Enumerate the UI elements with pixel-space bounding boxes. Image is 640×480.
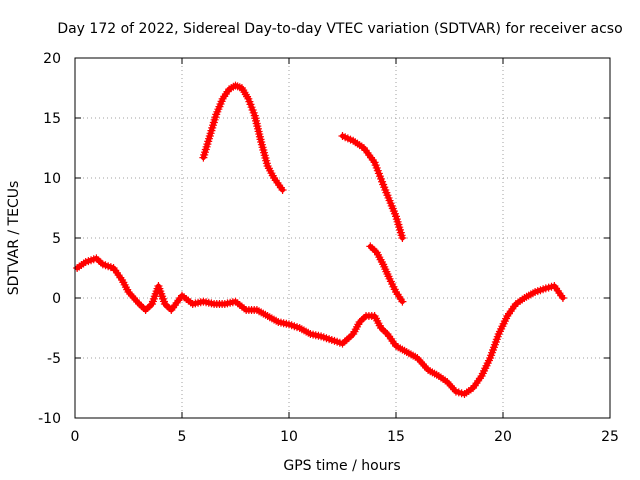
data-point: [398, 297, 407, 306]
series-descent-14-to-15h: [366, 242, 407, 306]
data-point: [558, 294, 567, 302]
y-tick-label: -5: [47, 351, 61, 367]
data-point: [416, 358, 425, 366]
data-point: [446, 381, 455, 390]
chart-title: Day 172 of 2022, Sidereal Day-to-day VTE…: [57, 21, 622, 37]
x-axis-label: GPS time / hours: [283, 458, 400, 474]
y-tick-label: 20: [43, 51, 61, 67]
data-point: [124, 288, 133, 296]
x-tick-label: 25: [601, 429, 619, 445]
data-point: [445, 379, 454, 388]
axis-ticks: 0 5 10 15 20 25 -10 -5 0 5 10 15 20: [38, 51, 619, 445]
data-series: [73, 81, 567, 398]
x-tick-label: 5: [178, 429, 187, 445]
x-tick-label: 15: [387, 429, 405, 445]
data-point: [443, 378, 452, 386]
y-tick-label: 5: [52, 231, 61, 247]
x-tick-label: 10: [280, 429, 298, 445]
data-point: [398, 234, 407, 242]
y-tick-label: 0: [52, 291, 61, 307]
data-point: [448, 383, 457, 392]
data-point: [131, 296, 140, 304]
data-point: [413, 354, 422, 362]
data-point: [133, 298, 142, 306]
data-point: [418, 360, 427, 368]
x-tick-label: 20: [494, 429, 512, 445]
series-descent-12-to-15h: [338, 132, 407, 242]
y-tick-label: 10: [43, 171, 61, 187]
x-tick-label: 0: [71, 429, 80, 445]
data-point: [129, 294, 138, 302]
data-point: [415, 356, 424, 364]
data-point: [126, 290, 135, 298]
data-point: [450, 385, 459, 394]
data-point: [278, 186, 287, 194]
series-main-trace: [73, 254, 567, 398]
data-point: [128, 292, 137, 300]
y-tick-label: -10: [38, 411, 61, 427]
y-tick-label: 15: [43, 111, 61, 127]
grid-lines: [75, 58, 610, 418]
y-axis-label: SDTVAR / TECUs: [6, 181, 22, 296]
series-arc-6-to-10h: [199, 81, 287, 194]
data-point: [420, 362, 429, 370]
